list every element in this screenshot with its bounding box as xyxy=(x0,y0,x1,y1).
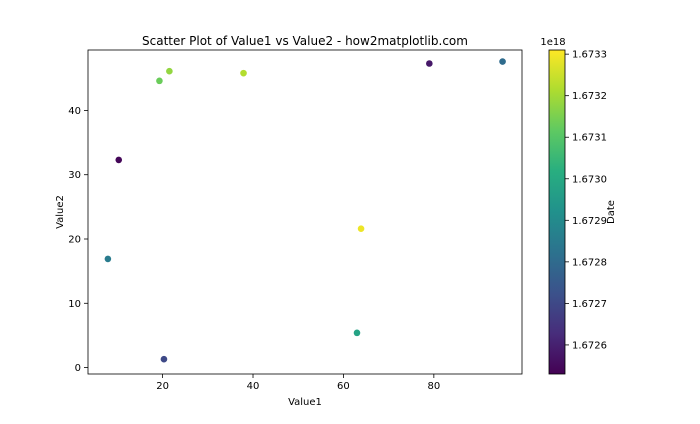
y-tick-label: 40 xyxy=(68,106,81,117)
scatter-point xyxy=(166,67,173,75)
scatter-point xyxy=(357,225,365,233)
colorbar-tick-label: 1.6731 xyxy=(572,133,607,144)
scatter-points xyxy=(104,58,506,363)
colorbar-tick-label: 1.6730 xyxy=(572,174,607,185)
colorbar-tick-label: 1.6733 xyxy=(572,50,607,61)
colorbar-tick-label: 1.6728 xyxy=(572,257,607,268)
colorbar-tick-label: 1.6729 xyxy=(572,216,607,227)
scatter-point xyxy=(160,355,168,363)
colorbar-offset-label: 1e18 xyxy=(540,37,565,48)
y-tick-label: 10 xyxy=(68,299,81,310)
colorbar-ticks: 1.6726 1.6727 1.6728 1.6729 1.6730 1.6731 1.67… xyxy=(565,50,607,351)
x-tick-label: 60 xyxy=(337,381,350,392)
x-tick-label: 80 xyxy=(427,381,440,392)
y-tick-label: 20 xyxy=(68,235,81,246)
colorbar-label: Date xyxy=(606,200,617,224)
x-tick-label: 40 xyxy=(247,381,260,392)
scatter-point xyxy=(426,60,433,67)
x-tick-label: 20 xyxy=(156,381,169,392)
scatter-point xyxy=(240,69,247,77)
y-tick-label: 0 xyxy=(75,363,81,374)
scatter-point xyxy=(156,77,163,85)
scatter-point xyxy=(353,329,361,337)
y-axis-label: Value2 xyxy=(55,195,66,229)
x-axis-label: Value1 xyxy=(288,397,322,408)
colorbar-tick-label: 1.6726 xyxy=(572,340,607,351)
y-axis-ticks: 0 10 20 30 40 xyxy=(68,106,88,374)
plot-area xyxy=(87,49,523,375)
y-tick-label: 30 xyxy=(68,170,81,181)
scatter-point xyxy=(499,58,506,65)
x-axis-ticks: 20 40 60 80 xyxy=(156,374,440,392)
colorbar-tick-label: 1.6727 xyxy=(572,299,607,310)
colorbar-tick-label: 1.6732 xyxy=(572,91,607,102)
scatter-point xyxy=(115,156,123,164)
chart-title: Scatter Plot of Value1 vs Value2 - how2m… xyxy=(142,34,468,48)
scatter-point xyxy=(104,255,112,263)
colorbar xyxy=(548,49,566,375)
